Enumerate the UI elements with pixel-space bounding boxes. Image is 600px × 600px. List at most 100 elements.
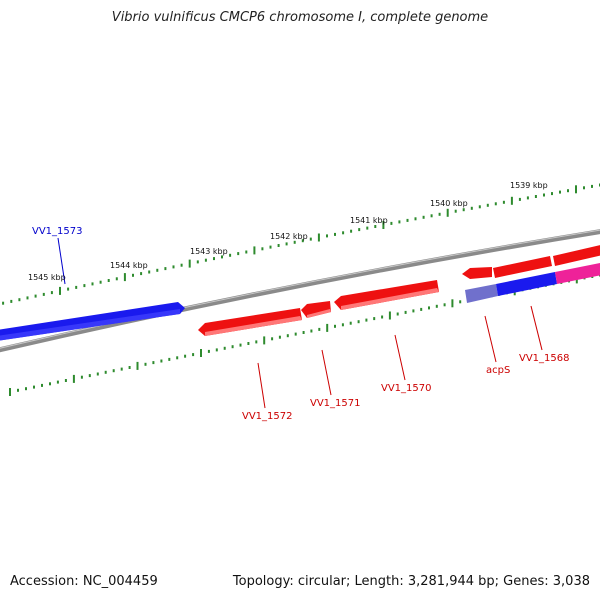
outer-tick [510,196,513,205]
gene-label-vv1-1568[interactable]: VV1_1568 [519,353,570,364]
inner-tick [160,359,163,363]
inner-tick [302,331,305,334]
inner-tick [64,379,67,382]
outer-tick [583,186,585,190]
outer-tick [140,272,143,276]
outer-tick [221,255,223,259]
outer-tick [91,282,94,286]
outer-tick [366,226,369,230]
inner-tick [33,385,35,389]
kbp-label-1539: 1539 kbp [510,181,548,190]
outer-tick [309,237,312,241]
inner-tick [176,356,179,360]
genome-summary-text: Topology: circular; Length: 3,281,944 bp… [232,574,590,589]
outer-tick [42,292,45,296]
gene-label-vv1-1572[interactable]: VV1_1572 [242,411,293,422]
inner-tick [17,388,19,392]
gene-forward-1[interactable] [462,267,492,279]
inner-tick [381,315,384,319]
gene-label-acps[interactable]: acpS [486,365,510,376]
inner-tick [435,304,438,308]
chromosome-backbone [0,229,600,353]
inner-tick [104,370,107,374]
gene-label-vv1-1573[interactable]: VV1_1573 [32,226,83,237]
outer-tick [107,279,110,282]
outer-tick [172,265,175,269]
kbp-label-1541: 1541 kbp [350,216,388,225]
gene-label-vv1-1570[interactable]: VV1_1570 [381,383,432,394]
outer-tick [575,185,577,194]
inner-tick [168,357,171,361]
inner-tick [184,354,187,358]
kbp-label-1540: 1540 kbp [430,199,468,208]
outer-tick [148,270,151,274]
genome-title: Vibrio vulnificus CMCP6 chromosome I, co… [111,10,489,25]
accession-text: Accession: NC_004459 [10,574,158,589]
kbp-label-1545: 1545 kbp [28,273,66,282]
outer-tick [502,200,505,204]
inner-tick [136,361,139,370]
outer-tick [438,212,441,216]
gene-forward-2[interactable] [493,256,552,278]
outer-tick [285,242,288,246]
outer-tick [406,218,409,222]
gene-acps[interactable] [465,284,498,303]
outer-tick [486,203,489,207]
inner-tick [88,374,91,378]
inner-tick [318,327,321,331]
inner-tick [263,336,266,345]
outer-tick [470,206,473,210]
inner-tick [144,362,147,366]
outer-tick [180,263,183,267]
outer-tick [83,284,86,288]
inner-tick [451,299,454,308]
outer-tick [534,195,537,198]
outer-tick [213,257,215,261]
gene-label-vv1-1571[interactable]: VV1_1571 [310,398,361,409]
outer-tick [462,208,465,212]
outer-tick [414,217,417,221]
outer-tick [326,234,328,238]
outer-tick [50,291,53,295]
outer-tick [334,232,336,236]
inner-tick [310,329,313,333]
outer-tick [342,231,345,235]
inner-tick [412,309,415,313]
inner-tick [25,387,27,391]
outer-tick [559,190,561,194]
inner-tick [443,303,446,307]
outer-tick [245,250,248,254]
outer-tick [390,221,393,225]
inner-tick [128,366,131,369]
outer-tick [164,267,167,271]
inner-tick [49,382,51,386]
inner-tick [286,334,289,338]
outer-tick [543,193,545,197]
inner-tick [396,312,399,316]
gene-vv1-1568[interactable] [496,272,557,296]
gene-pink[interactable] [555,262,600,284]
outer-tick [269,245,272,249]
outer-tick [59,286,61,295]
kbp-label-1544: 1544 kbp [110,261,148,270]
outer-tick [67,287,70,291]
outer-tick [350,229,353,233]
outer-tick [196,260,199,264]
inner-tick [278,335,281,339]
gene-forward-3[interactable] [553,244,600,266]
inner-tick [112,369,115,373]
inner-tick [41,383,43,387]
inner-tick [192,353,195,357]
inner-tick [72,374,75,383]
outer-tick [422,215,425,219]
inner-tick [247,342,250,345]
outer-tick [75,285,78,289]
outer-tick [430,214,433,218]
inner-tick [373,317,376,321]
outer-tick [2,301,5,305]
outer-tick [567,189,569,193]
outer-tick [99,280,102,284]
outer-tick [358,228,361,232]
outer-tick [204,258,207,262]
